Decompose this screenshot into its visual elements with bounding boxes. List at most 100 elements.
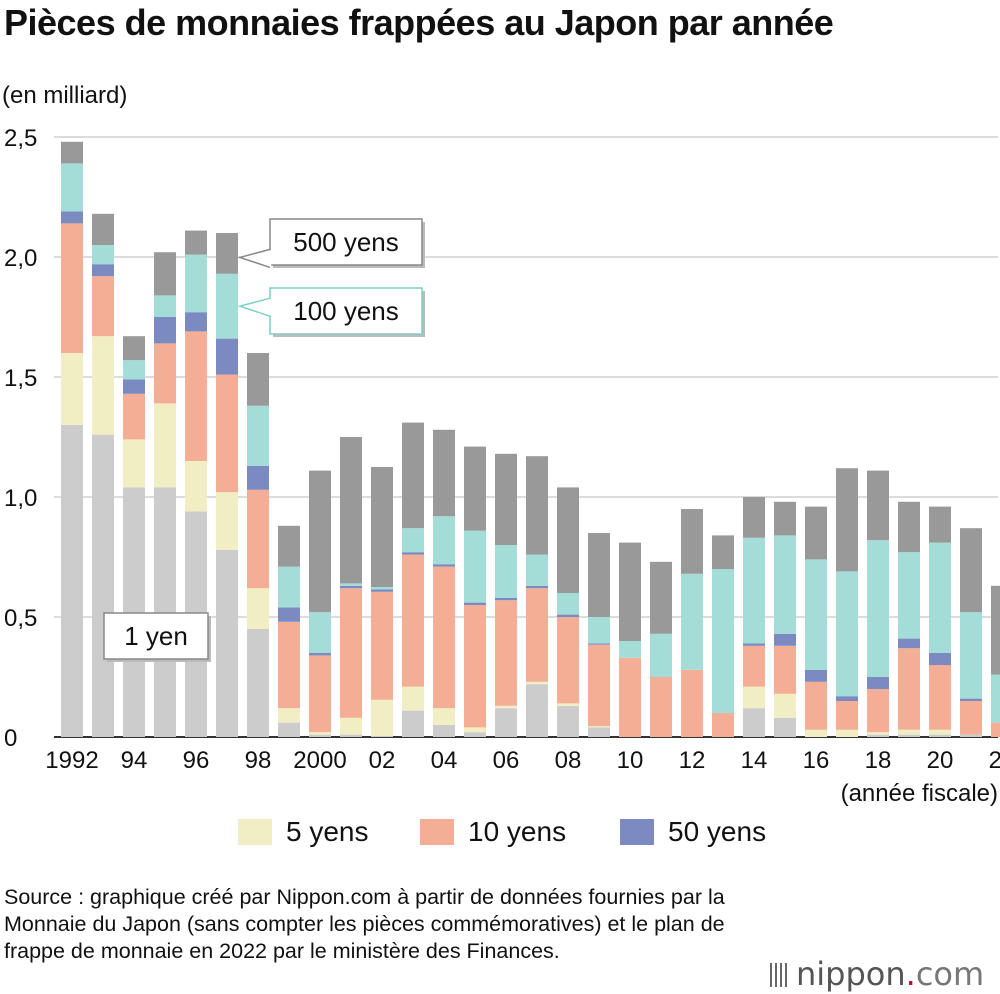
bar-segment — [557, 617, 579, 704]
legend-label-5-yens: 5 yens — [286, 816, 369, 847]
bar-segment — [495, 708, 517, 737]
bar-segment — [495, 545, 517, 598]
bar-segment — [185, 230, 207, 255]
bar-segment — [805, 506, 827, 560]
bar-segment — [588, 533, 610, 617]
x-tick-label: 20 — [927, 747, 954, 774]
x-tick-label: 98 — [245, 747, 272, 774]
bar-segment — [278, 621, 300, 709]
bar-segment — [216, 338, 238, 375]
bar-segment — [495, 453, 517, 545]
bar-segment — [805, 559, 827, 670]
bar-segment — [123, 379, 145, 394]
bar-segment — [371, 591, 393, 700]
bar-segment — [247, 405, 269, 466]
bar-segment — [309, 655, 331, 733]
bar-segment — [588, 644, 610, 727]
logo-name: nippon — [796, 955, 906, 993]
bar-segment — [464, 446, 486, 531]
bar-segment — [154, 252, 176, 296]
bar-segment — [278, 607, 300, 622]
y-tick-label: 1,5 — [4, 365, 37, 392]
bar-segment — [402, 528, 424, 553]
bar-segment — [898, 729, 920, 735]
bar-segment — [402, 422, 424, 529]
bar-segment — [154, 403, 176, 488]
bar-segment — [92, 245, 114, 265]
bar-segment — [681, 669, 703, 737]
bar-segment — [92, 213, 114, 245]
bar-segment — [402, 552, 424, 555]
bar-segment — [743, 645, 765, 687]
bar-segment — [960, 528, 982, 613]
callout-box — [269, 218, 423, 266]
logo-dot: . — [905, 955, 916, 993]
bar-segment — [836, 696, 858, 701]
bar-segment — [433, 566, 455, 709]
callout-1-yen: 1 yen — [103, 612, 211, 662]
bar-segment — [495, 597, 517, 601]
bar-segment — [340, 734, 362, 737]
bar-segment — [526, 588, 548, 682]
bar-segment — [960, 698, 982, 701]
legend-item-50-yens: 50 yens — [620, 816, 766, 848]
bar-segment — [185, 312, 207, 332]
x-tick-label: 04 — [431, 747, 458, 774]
callout-box — [269, 287, 423, 335]
bar-segment — [92, 264, 114, 277]
x-tick-label: 94 — [121, 747, 148, 774]
y-tick-label: 1,0 — [4, 485, 37, 512]
bar-segment — [743, 708, 765, 737]
logo-suffix: com — [915, 955, 985, 993]
bar-segment — [588, 726, 610, 728]
bar-segment — [836, 729, 858, 737]
bar-segment — [309, 470, 331, 613]
bar-segment — [774, 717, 796, 737]
bar-segment — [309, 732, 331, 735]
bar-segment — [123, 393, 145, 440]
bar-segment — [960, 734, 982, 737]
x-axis-ticks: 1992 94 96 98 2000 02 04 06 08 10 12 14 16 18 20 22 — [45, 747, 1000, 774]
bar-segment — [557, 593, 579, 615]
bar-segment — [619, 542, 641, 641]
bar-segment — [61, 425, 83, 737]
bar-segment — [185, 461, 207, 512]
x-tick-label: 2000 — [293, 747, 346, 774]
callouts: 500 yens 100 yens 1 yen — [103, 218, 425, 662]
bar-segment — [92, 434, 114, 737]
bar-segment — [867, 470, 889, 541]
bar-segment — [898, 638, 920, 649]
legend-item-10-yens: 10 yens — [420, 816, 566, 848]
bar-segment — [154, 317, 176, 344]
bar-segment — [898, 648, 920, 730]
bar-segment — [61, 353, 83, 425]
bar-segment — [433, 516, 455, 565]
logo-bars-icon — [770, 963, 788, 987]
x-tick-label: 02 — [369, 747, 396, 774]
bar-segment — [371, 589, 393, 592]
bar-segment — [805, 669, 827, 682]
bar-segment — [185, 331, 207, 461]
bar-segment — [216, 273, 238, 339]
bar-segment — [991, 585, 1000, 675]
bar-segment — [154, 295, 176, 317]
bar-segment — [247, 465, 269, 490]
bar-segment — [650, 633, 672, 677]
bar-segment — [433, 564, 455, 567]
bar-segment — [340, 585, 362, 589]
bar-segment — [154, 487, 176, 737]
bar-segment — [464, 605, 486, 728]
x-tick-label: 14 — [741, 747, 768, 774]
y-tick-label: 0,5 — [4, 605, 37, 632]
bar-segment — [712, 535, 734, 569]
bar-segment — [743, 497, 765, 538]
bar-segment — [898, 734, 920, 737]
bar-segment — [929, 729, 951, 735]
bar-segment — [216, 492, 238, 550]
bar-segment — [433, 429, 455, 517]
bar-segment — [340, 588, 362, 718]
bar-segment — [526, 681, 548, 685]
legend-swatch-5-yens — [238, 819, 272, 845]
bar-segment — [247, 489, 269, 589]
bar-segment — [557, 614, 579, 617]
